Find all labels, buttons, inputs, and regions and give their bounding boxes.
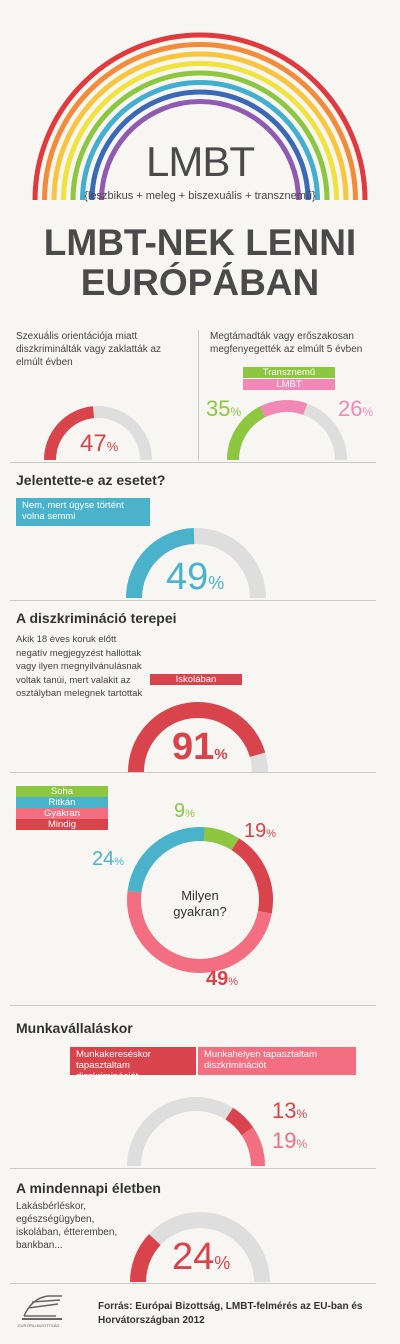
page-title-line1: LMBT-NEK LENNI	[43, 222, 357, 263]
section2-tag: Nem, mert úgyse történt volna semmi	[16, 498, 150, 526]
section5-tag1: Munkakereséskor tapasztaltam diszkriminá…	[70, 1047, 196, 1082]
section5-value1: 13%	[272, 1098, 308, 1123]
rainbow-band-6	[80, 80, 320, 201]
section1-trans-value: 35%	[206, 396, 242, 421]
gauge-trans-fill	[227, 406, 266, 461]
rainbow-band-7	[89, 89, 311, 201]
legend-soha: Soha	[16, 786, 108, 797]
section6-text: Lakásbérléskor, egészségügyben, iskolába…	[16, 1201, 118, 1251]
donut-slice-soha	[199, 827, 240, 851]
section1-left-text: Szexuális orientációja miatt diszkriminá…	[16, 331, 162, 368]
gauge-s2-fill	[126, 528, 195, 599]
section1-right-text: Megtámadták vagy erőszakosan megfenyeget…	[210, 331, 363, 355]
legend-ritkan: Ritkán	[16, 797, 108, 808]
section4-center-text: Milyen gyakran?	[173, 888, 227, 919]
section5-value2: 19%	[272, 1128, 308, 1153]
value-soha: 9%	[174, 800, 195, 822]
gauge-lmbt-fill	[259, 400, 308, 418]
section5-tag2: Munkahelyen tapasztaltam diszkriminációt	[198, 1047, 356, 1075]
section3-tag: Iskolában	[150, 674, 242, 685]
rainbow-band-5	[70, 70, 330, 201]
legend-lmbt: LMBT	[243, 379, 335, 390]
rainbow-band-3	[51, 51, 349, 201]
value-ritkan: 24%	[92, 848, 125, 870]
section3-text: Akik 18 éves koruk előtt negatív megjegy…	[16, 634, 143, 699]
section1-lmbt-value: 26%	[338, 396, 374, 421]
donut-slice-ritkan	[127, 827, 205, 893]
section6-heading: A mindennapi életben	[16, 1180, 161, 1196]
value-gyakran: 49%	[206, 968, 239, 990]
legend-transznemu: Transznemű	[243, 367, 335, 378]
page-title-line2: EURÓPÁBAN	[80, 262, 320, 303]
section3-heading: A diszkrimináció terepei	[16, 610, 177, 626]
value-mindig: 19%	[244, 820, 277, 842]
header-subtitle: {leszbikus + meleg + biszexuális + trans…	[84, 190, 316, 202]
gauge-s3-fill	[128, 702, 266, 773]
gauge-s5-workplace	[241, 1127, 265, 1167]
section2-heading: Jelentette-e az esetet?	[16, 472, 166, 488]
donut-slice-gyakran	[127, 890, 272, 973]
rainbow-band-1	[32, 32, 368, 201]
rainbow-band-4	[61, 61, 339, 201]
gauge-s5-jobsearch	[225, 1107, 254, 1136]
rainbow-graphic	[32, 32, 368, 201]
legend-mindig: Mindig	[16, 819, 108, 830]
rainbow-band-2	[42, 42, 358, 201]
donut-slice-mindig	[231, 838, 273, 914]
lmbt-logo: LMBT	[145, 138, 255, 185]
eu-logo: EURÓPAI BIZOTTSÁG	[18, 1292, 68, 1334]
eu-logo-text: EURÓPAI BIZOTTSÁG	[18, 1323, 60, 1328]
section1-left-value: 47%	[80, 430, 119, 457]
legend-gyakran: Gyakran	[16, 808, 108, 819]
section6-value: 24%	[172, 1236, 231, 1278]
section2-value: 49%	[166, 556, 225, 598]
footer-source: Forrás: Európai Bizottság, LMBT-felmérés…	[98, 1301, 363, 1326]
section5-heading: Munkavállaláskor	[16, 1020, 133, 1036]
gauge-left-fill	[44, 406, 95, 461]
section3-value: 91%	[172, 726, 228, 768]
gauge-s6-fill	[130, 1234, 161, 1283]
rainbow-band-8	[99, 99, 301, 201]
